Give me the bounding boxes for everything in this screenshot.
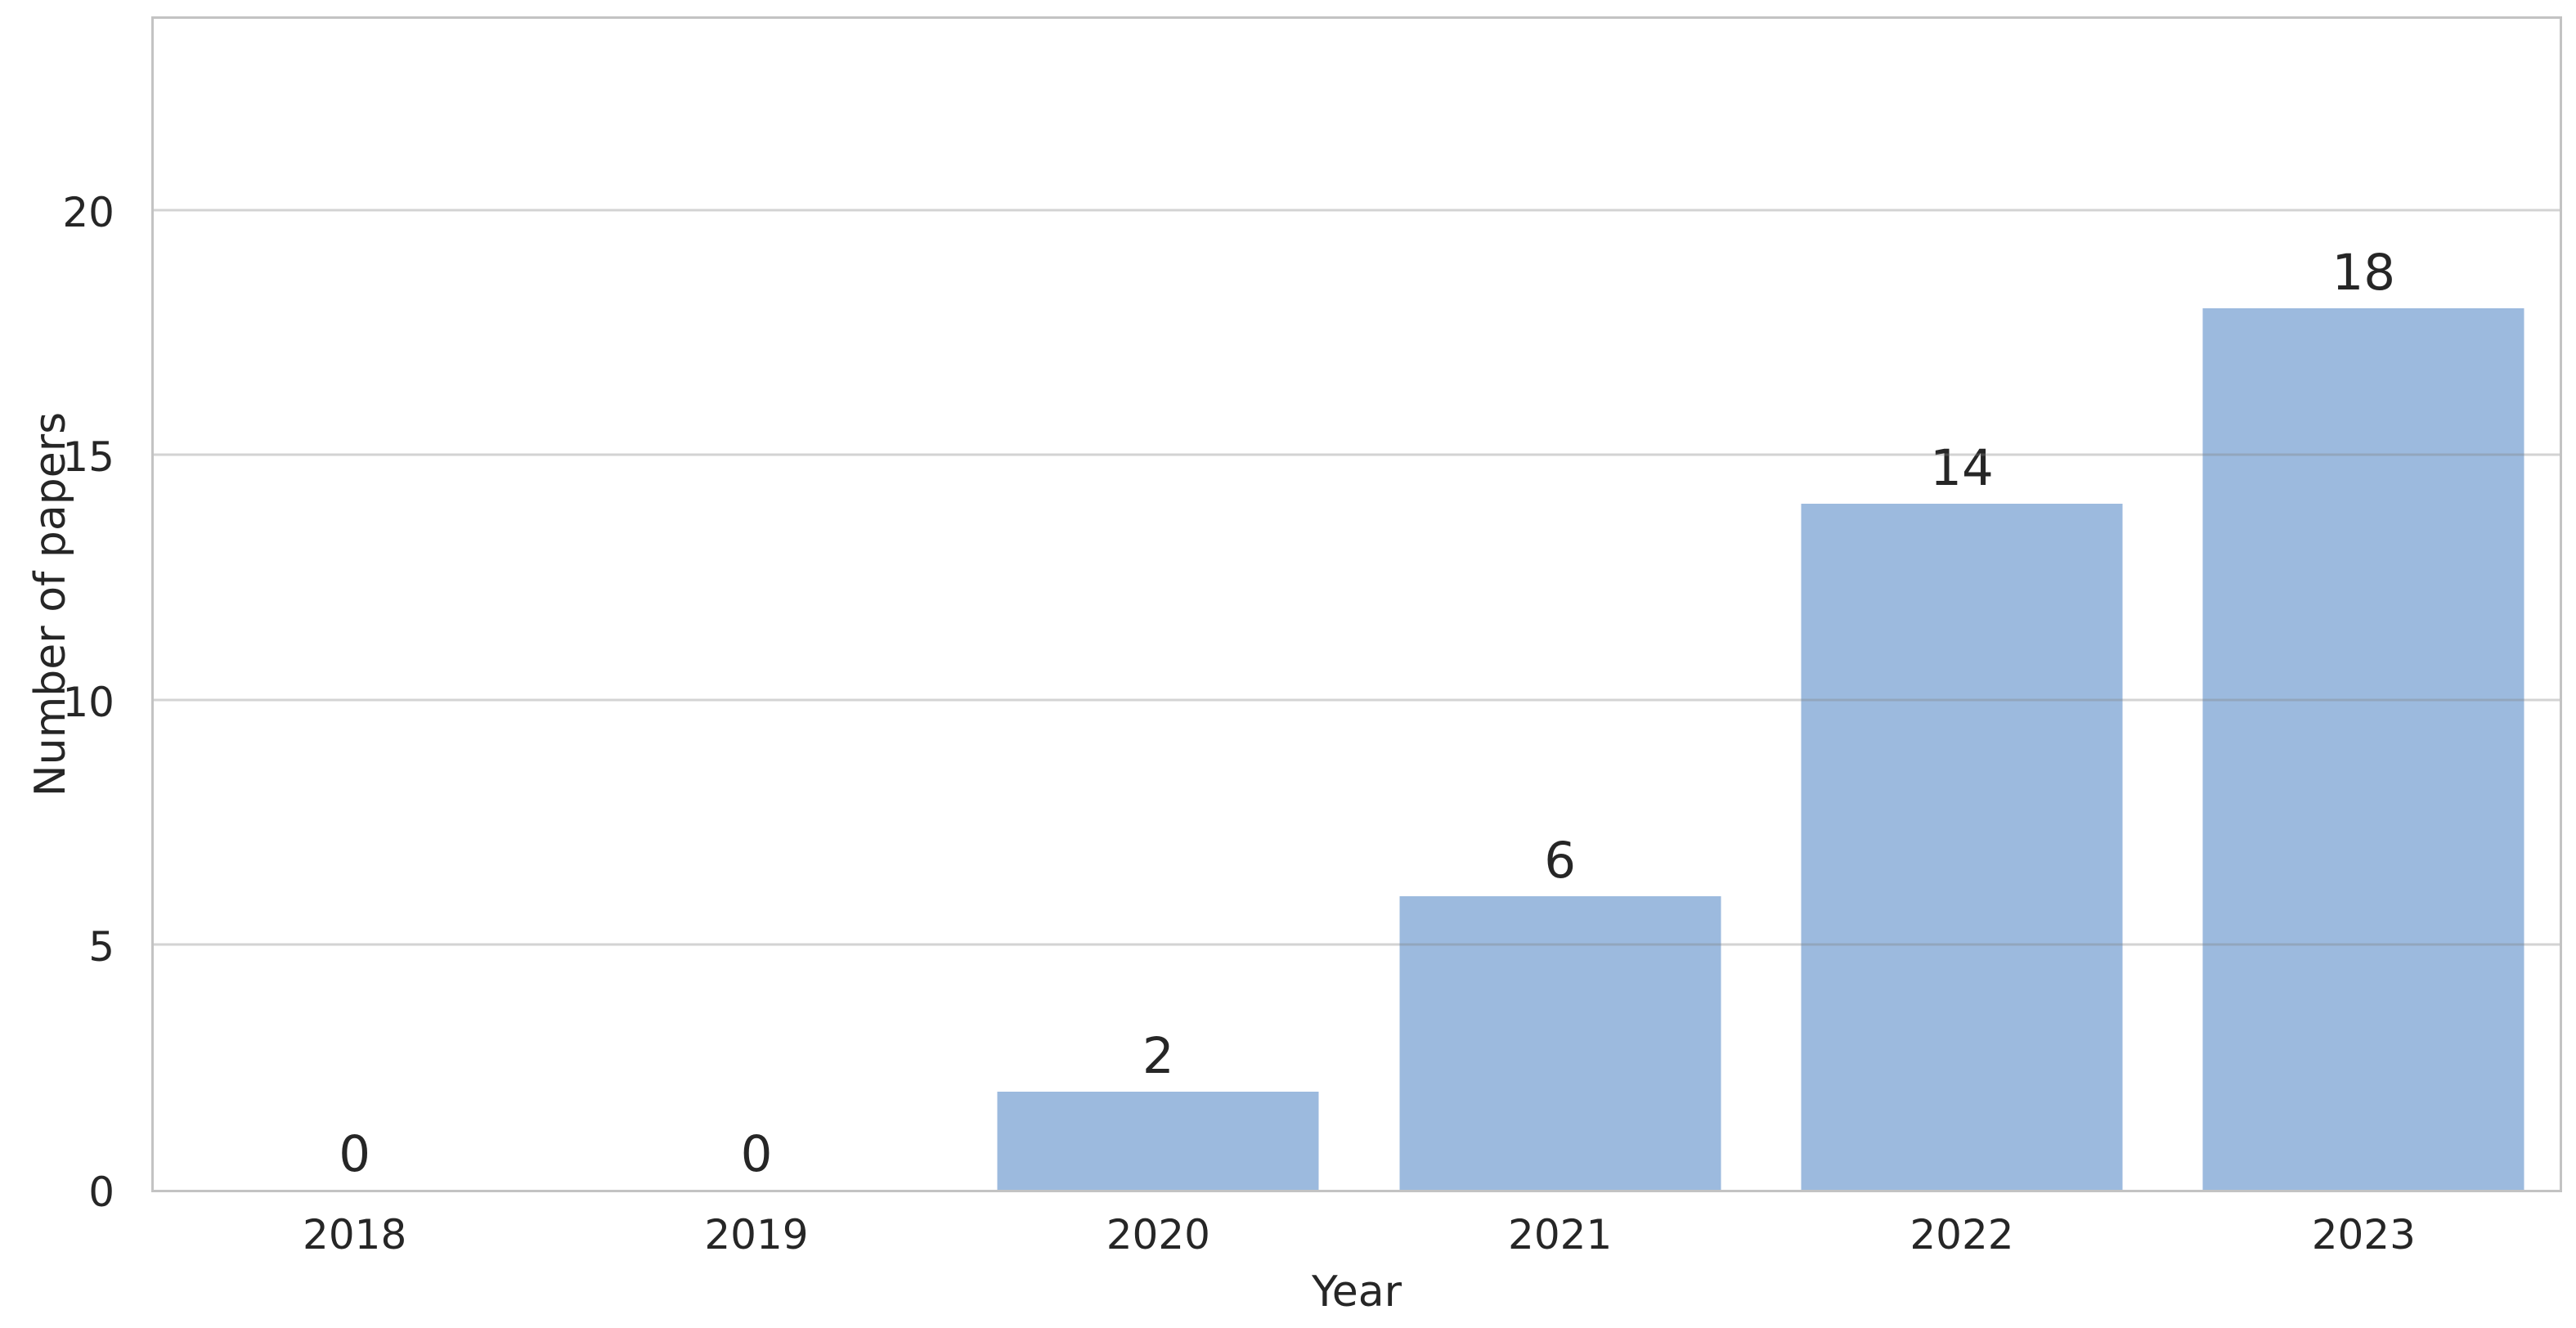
- bar-2022: [1801, 504, 2123, 1190]
- bar-value-label: 6: [1544, 831, 1577, 890]
- x-tick-label: 2020: [1106, 1211, 1210, 1258]
- y-tick-label: 10: [62, 678, 114, 726]
- gridline: [154, 698, 2560, 702]
- bar-group: 6 2021: [1359, 19, 1761, 1257]
- x-tick-label: 2021: [1508, 1211, 1613, 1258]
- x-axis-title: Year: [1311, 1267, 1402, 1317]
- gridline: [154, 453, 2560, 456]
- bar-value-label: 0: [339, 1125, 371, 1183]
- x-tick-label: 2018: [303, 1211, 407, 1258]
- gridline: [154, 943, 2560, 946]
- bar-2021: [1399, 895, 1721, 1190]
- bar-value-label: 14: [1930, 439, 1994, 498]
- plot-area: 0 2018 0 2019 2 2020 6 2021 14 2022 18 2…: [151, 16, 2565, 1258]
- y-tick-label: 20: [62, 188, 114, 236]
- x-tick-label: 2022: [1910, 1211, 2014, 1258]
- bar-value-label: 2: [1142, 1027, 1174, 1086]
- bar-group: 2 2020: [958, 19, 1359, 1257]
- bar-value-label: 18: [2331, 243, 2396, 302]
- y-tick-label: 15: [62, 433, 114, 482]
- y-tick-label: 0: [88, 1169, 114, 1216]
- x-tick-label: 2023: [2311, 1211, 2416, 1258]
- bar-value-label: 0: [740, 1125, 773, 1183]
- bar-2023: [2202, 307, 2524, 1190]
- bar-group: 0 2019: [555, 19, 957, 1258]
- gridline: [154, 209, 2560, 212]
- y-tick-label: 5: [88, 923, 114, 971]
- bar-group: 18 2023: [2163, 19, 2565, 1257]
- bar-2020: [997, 1092, 1319, 1190]
- bar-group: 14 2022: [1761, 19, 2162, 1257]
- bar-group: 0 2018: [154, 19, 555, 1258]
- x-tick-label: 2019: [704, 1211, 809, 1258]
